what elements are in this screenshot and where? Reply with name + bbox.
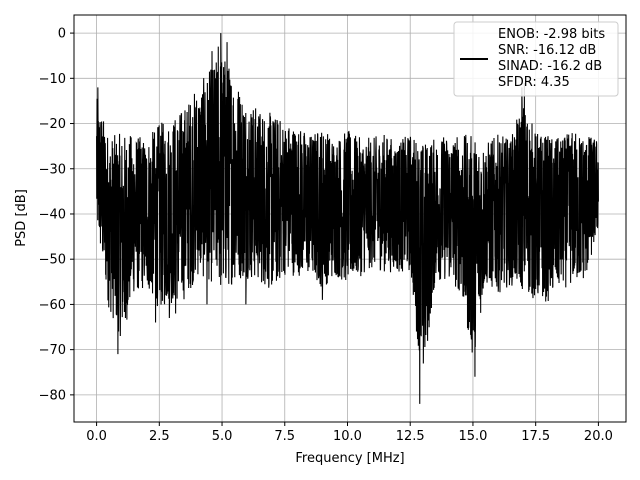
x-tick-label: 5.0: [212, 429, 233, 444]
y-tick-label: −20: [39, 117, 66, 132]
y-tick-label: −80: [39, 388, 66, 403]
legend-snr: SNR: -16.12 dB: [498, 43, 596, 58]
legend: ENOB: -2.98 bits SNR: -16.12 dB SINAD: -…: [453, 21, 619, 97]
tick-layer: 0.0 2.5 5.0 7.5 10.0 12.5 15.0 17.5 20.0 0 −10 −20 −…: [39, 27, 613, 444]
x-tick-label: 17.5: [521, 429, 550, 444]
x-axis-label: Frequency [MHz]: [295, 451, 404, 466]
x-tick-label: 0.0: [86, 429, 107, 444]
plot-frame: [73, 14, 627, 423]
legend-enob: ENOB: -2.98 bits: [498, 27, 605, 42]
y-tick-label: 0: [58, 27, 66, 42]
x-tick-label: 10.0: [333, 429, 362, 444]
x-tick-label: 2.5: [149, 429, 170, 444]
plot-layer: [96, 33, 599, 404]
psd-series-line: [96, 33, 599, 404]
legend-sinad: SINAD: -16.2 dB: [498, 59, 602, 74]
legend-box: [453, 21, 619, 97]
x-tick-label: 20.0: [584, 429, 613, 444]
y-tick-label: −60: [39, 298, 66, 313]
legend-sfdr: SFDR: 4.35: [498, 75, 570, 90]
y-tick-label: −50: [39, 253, 66, 268]
x-tick-label: 7.5: [274, 429, 295, 444]
x-tick-label: 12.5: [396, 429, 425, 444]
y-tick-label: −70: [39, 343, 66, 358]
y-axis-label: PSD [dB]: [14, 189, 29, 247]
y-tick-label: −30: [39, 162, 66, 177]
x-tick-label: 15.0: [458, 429, 487, 444]
y-tick-label: −40: [39, 207, 66, 222]
y-tick-label: −10: [39, 72, 66, 87]
